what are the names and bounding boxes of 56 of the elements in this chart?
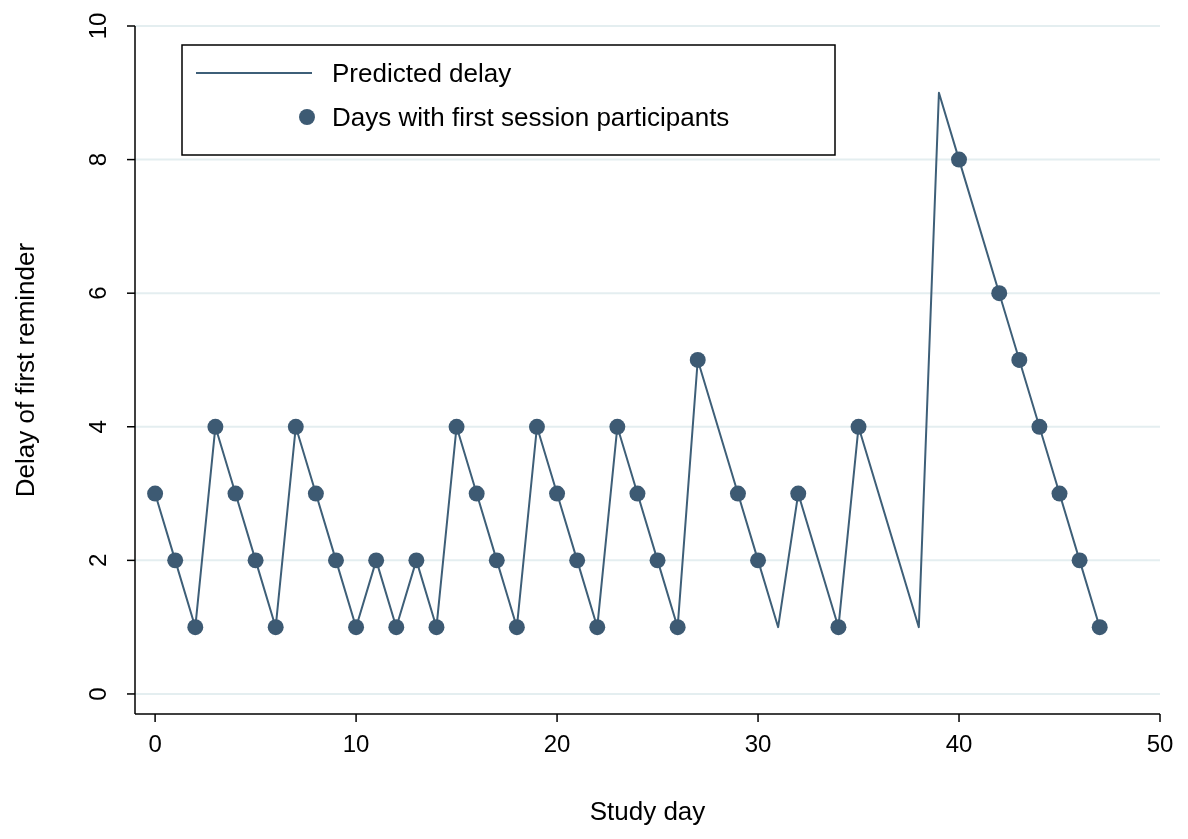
y-tick-label: 4 <box>84 420 111 434</box>
point <box>669 619 686 636</box>
x-tick-label: 40 <box>945 730 973 757</box>
point <box>468 485 485 502</box>
point <box>508 619 525 636</box>
point <box>569 552 586 569</box>
point <box>388 619 405 636</box>
point <box>1011 352 1028 368</box>
y-axis-title: Delay of first reminder <box>10 242 40 498</box>
x-tick-label: 10 <box>342 730 370 757</box>
point <box>1091 619 1108 636</box>
point <box>629 485 646 502</box>
point <box>1071 552 1088 569</box>
point <box>328 552 344 569</box>
point <box>991 285 1008 302</box>
point <box>348 619 365 636</box>
point <box>528 418 545 435</box>
point <box>267 619 284 636</box>
point <box>207 418 224 435</box>
point <box>830 619 847 636</box>
point <box>649 552 666 569</box>
point <box>790 485 807 502</box>
y-tick-label: 2 <box>84 553 111 568</box>
point <box>1031 418 1048 435</box>
x-tick-label: 30 <box>744 730 772 757</box>
point <box>167 552 184 569</box>
point <box>488 552 505 569</box>
legend-label: Days with first session participants <box>332 102 730 132</box>
point <box>729 485 746 502</box>
point <box>287 418 304 435</box>
point <box>750 552 767 569</box>
point <box>549 485 566 502</box>
point <box>408 552 425 569</box>
x-axis-title: Study day <box>589 796 706 826</box>
point <box>448 418 465 435</box>
point <box>368 552 385 569</box>
y-tick-label: 8 <box>84 152 111 167</box>
x-tick-label: 20 <box>543 730 571 757</box>
point <box>589 619 606 636</box>
point <box>689 352 706 368</box>
y-tick-label: 0 <box>84 687 111 701</box>
y-tick-label: 6 <box>84 286 111 300</box>
point <box>187 619 204 636</box>
point <box>850 418 867 435</box>
x-tick-label: 50 <box>1146 730 1174 757</box>
point <box>227 485 244 502</box>
point <box>307 485 324 502</box>
point <box>428 619 445 636</box>
legend-label: Predicted delay <box>332 58 512 88</box>
x-tick-label: 0 <box>148 730 162 757</box>
point <box>609 418 626 435</box>
y-tick-label: 10 <box>84 12 111 40</box>
point <box>951 151 967 168</box>
point <box>147 485 164 502</box>
point <box>247 552 264 569</box>
point <box>1051 485 1068 502</box>
